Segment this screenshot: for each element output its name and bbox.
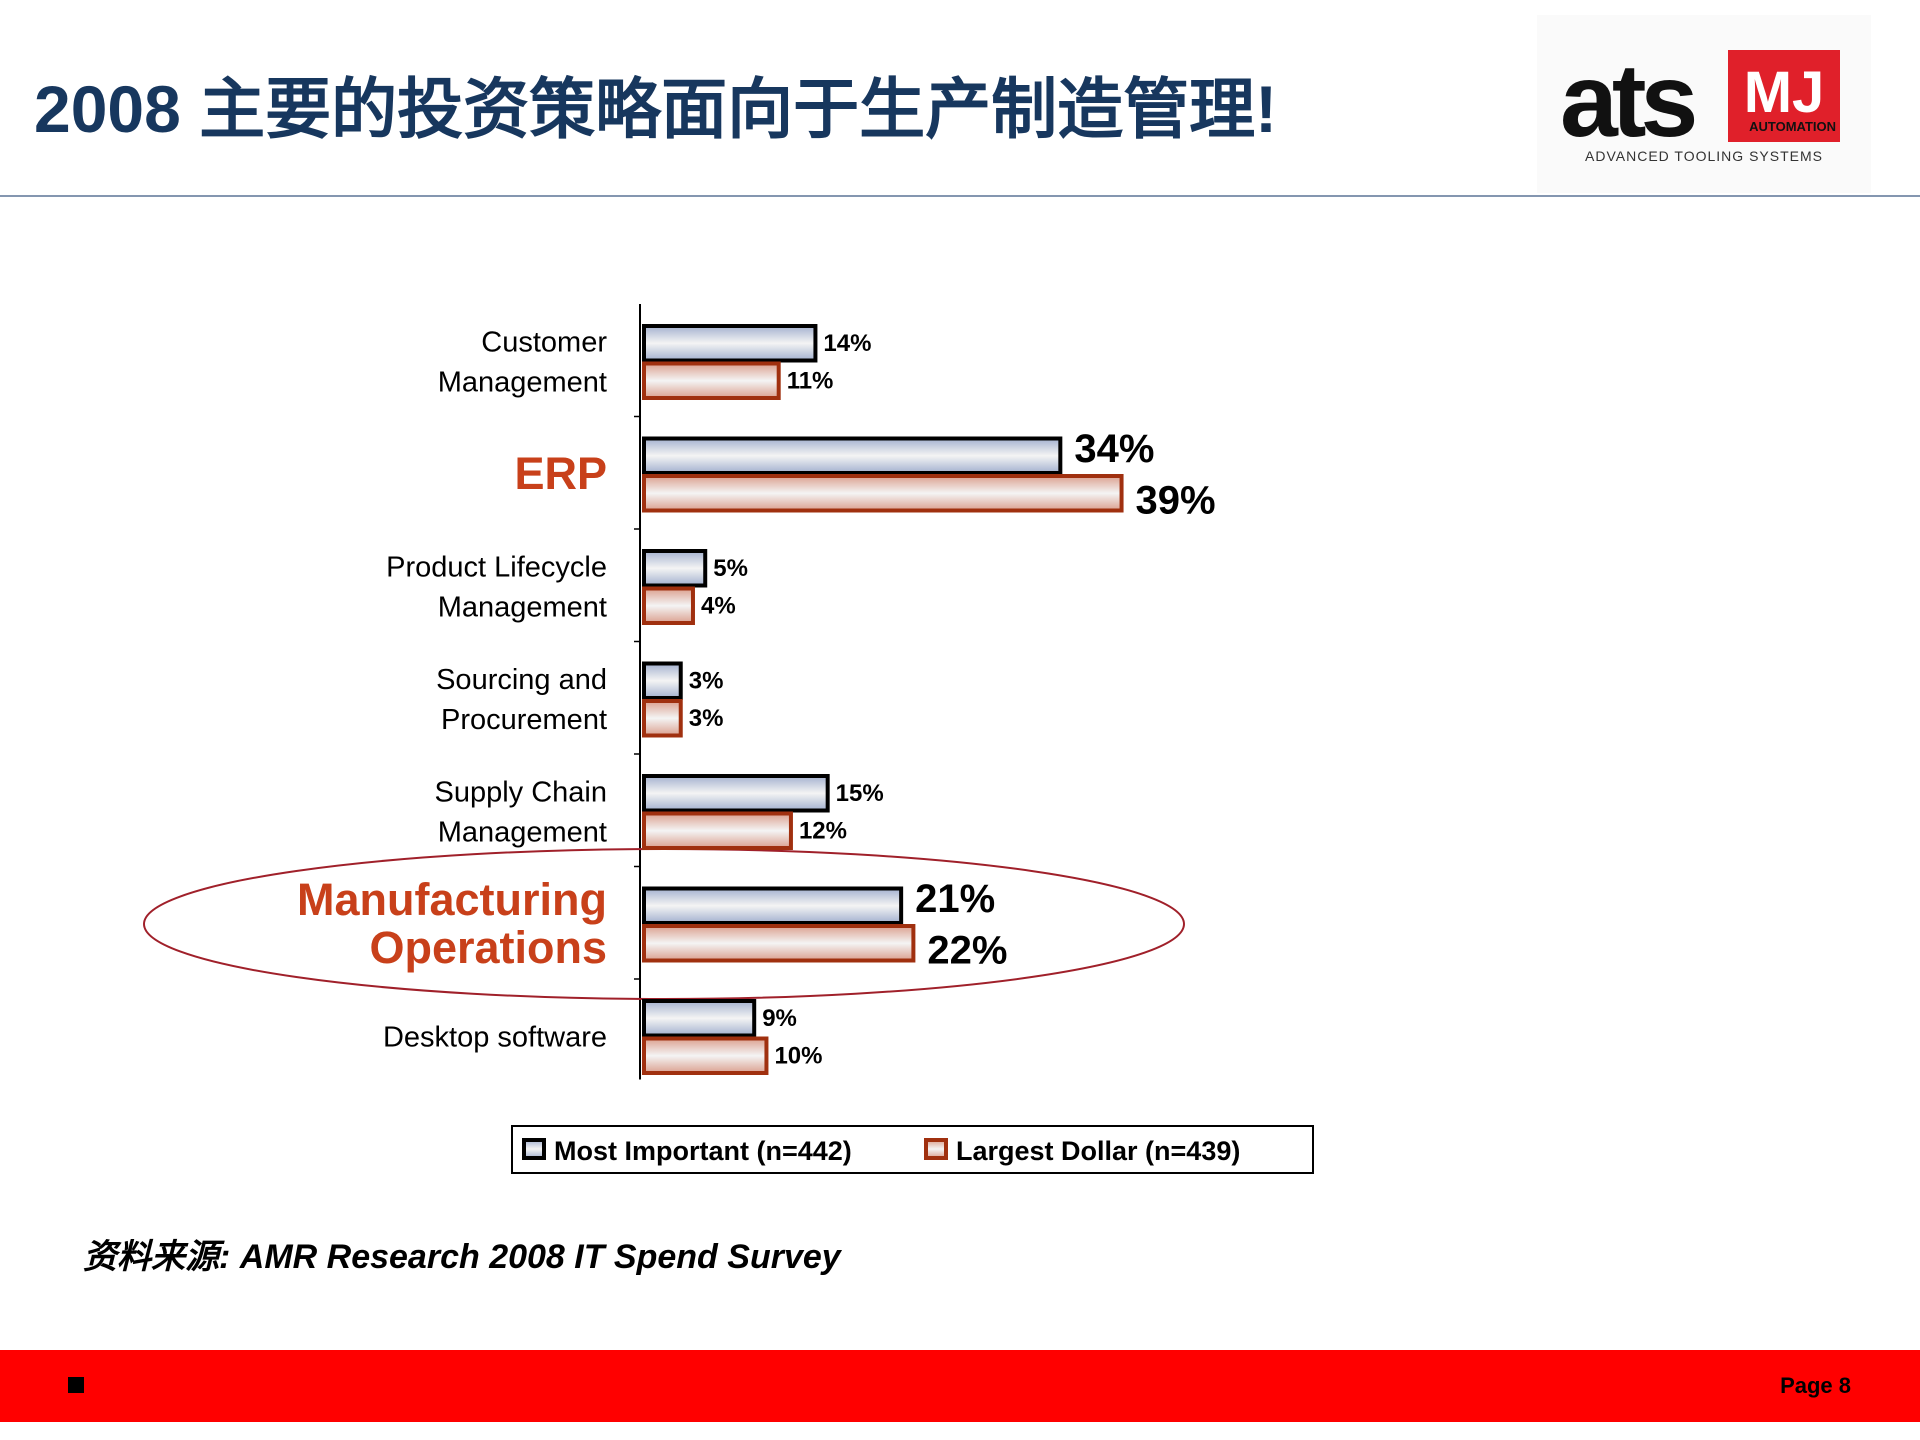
bar — [642, 811, 793, 850]
page-number: Page 8 — [1780, 1373, 1851, 1398]
logo: ats MJ AUTOMATION ADVANCED TOOLING SYSTE… — [1537, 15, 1871, 193]
value-label: 5% — [713, 555, 748, 582]
bar — [642, 549, 708, 588]
value-label: 3% — [689, 705, 724, 732]
legend-label: Largest Dollar (n=439) — [956, 1136, 1240, 1166]
value-label: 9% — [762, 1005, 797, 1032]
bar — [642, 474, 1124, 513]
category-label: Supply Chain Management — [435, 777, 608, 849]
bar — [642, 661, 683, 700]
legend-box — [511, 1125, 1314, 1174]
category-label: Product Lifecycle Management — [386, 552, 607, 624]
value-label: 15% — [836, 780, 884, 807]
value-label: 39% — [1136, 478, 1216, 522]
logo-badge-text: MJ — [1744, 60, 1825, 125]
category-label: Manufacturing Operations — [297, 874, 607, 973]
value-label: 3% — [689, 668, 724, 695]
value-label: 21% — [915, 877, 995, 921]
slide-title: 2008 主要的投资策略面向于生产制造管理! — [34, 72, 1277, 146]
logo-tagline: ADVANCED TOOLING SYSTEMS — [1585, 148, 1823, 164]
value-label: 22% — [927, 928, 1007, 972]
logo-mark: ats — [1560, 43, 1694, 159]
bar — [642, 774, 830, 813]
logo-badge — [1728, 50, 1840, 142]
value-label: 34% — [1074, 427, 1154, 471]
category-label: Customer Management — [438, 327, 608, 399]
category-label: ERP — [514, 448, 607, 499]
logo-badge-sub: AUTOMATION — [1749, 119, 1836, 134]
value-label: 14% — [823, 330, 871, 357]
bar — [642, 361, 781, 400]
value-label: 11% — [787, 368, 834, 395]
bar — [642, 436, 1063, 475]
bar — [642, 886, 904, 925]
category-label: Desktop software — [383, 1022, 607, 1054]
source-note: 资料来源: AMR Research 2008 IT Spend Survey — [83, 1238, 843, 1276]
bar — [642, 999, 757, 1038]
bar — [642, 924, 916, 963]
value-label: 12% — [799, 818, 847, 845]
category-label: Sourcing and Procurement — [436, 664, 607, 736]
legend: Most Important (n=442) Largest Dollar (n=… — [511, 1125, 1314, 1174]
chart: Customer Management 14% 11% ERP 34% 39% Product… — [143, 304, 1314, 1174]
value-label: 10% — [774, 1043, 822, 1070]
legend-label: Most Important (n=442) — [554, 1136, 852, 1166]
footer-bar — [0, 1350, 1920, 1422]
value-label: 4% — [701, 593, 736, 620]
legend-swatch — [522, 1138, 546, 1160]
bar — [642, 1036, 769, 1075]
legend-swatch — [924, 1138, 948, 1160]
bar — [642, 699, 683, 738]
bar — [642, 324, 818, 363]
bar — [642, 586, 695, 625]
footer-bullet — [68, 1377, 84, 1393]
